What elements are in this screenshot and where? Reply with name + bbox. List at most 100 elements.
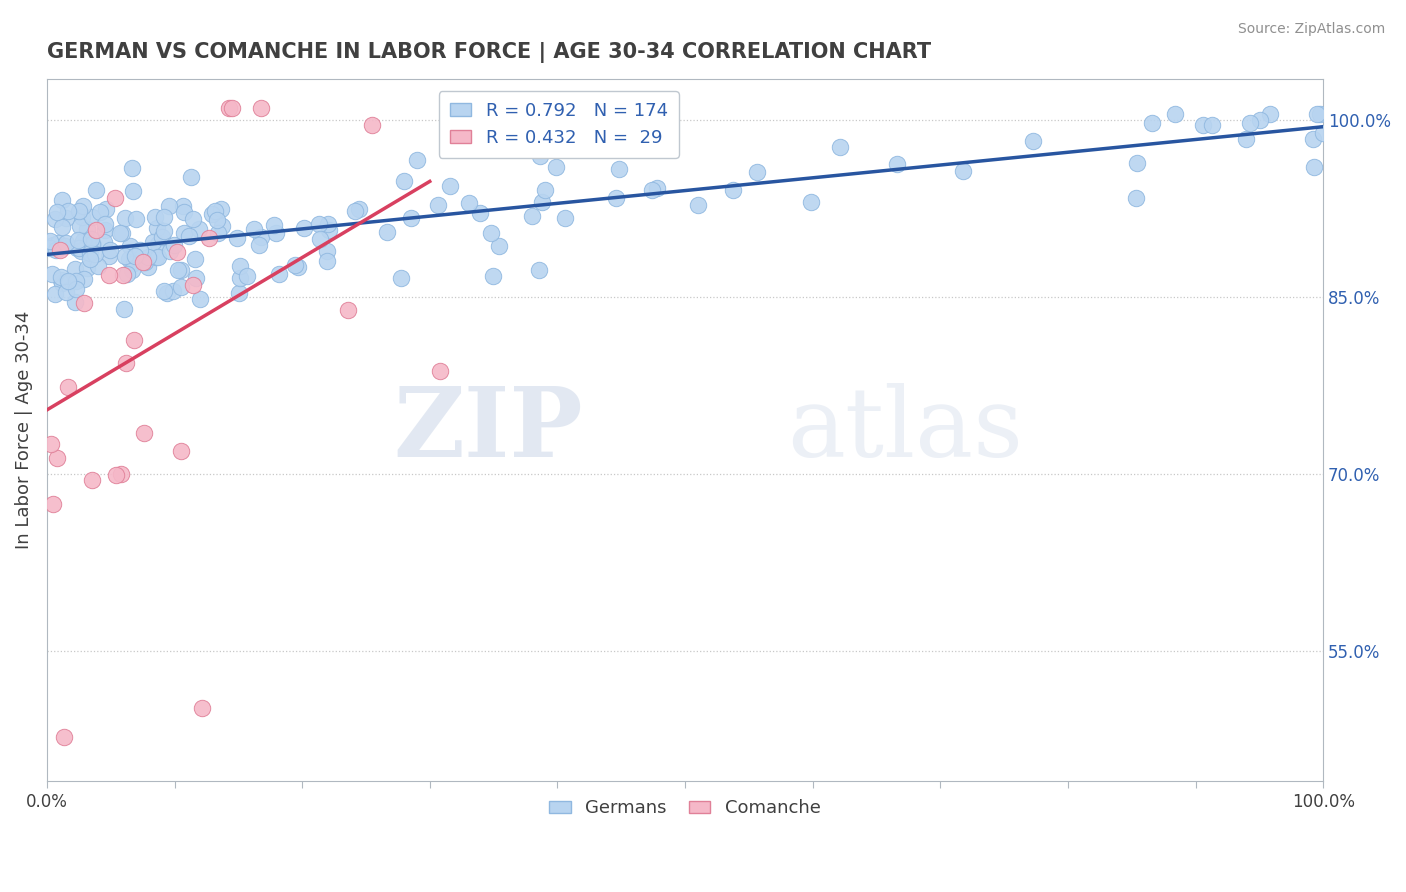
Point xyxy=(82,238,104,252)
Point xyxy=(124,249,146,263)
Point xyxy=(51,220,73,235)
Point xyxy=(146,221,169,235)
Point xyxy=(1302,132,1324,146)
Point xyxy=(72,199,94,213)
Point xyxy=(1142,116,1164,130)
Point xyxy=(640,183,662,197)
Point xyxy=(69,203,91,218)
Point xyxy=(191,701,214,715)
Point xyxy=(284,258,307,272)
Point xyxy=(263,218,285,232)
Point xyxy=(76,222,98,236)
Point xyxy=(1249,113,1271,128)
Point xyxy=(162,285,184,299)
Point xyxy=(721,183,744,197)
Point xyxy=(181,212,204,227)
Text: GERMAN VS COMANCHE IN LABOR FORCE | AGE 30-34 CORRELATION CHART: GERMAN VS COMANCHE IN LABOR FORCE | AGE … xyxy=(46,42,931,62)
Point xyxy=(118,252,141,267)
Point xyxy=(309,232,332,246)
Point xyxy=(167,263,190,277)
Point xyxy=(122,185,145,199)
Point xyxy=(316,253,339,268)
Point xyxy=(114,249,136,263)
Point xyxy=(479,226,502,240)
Point xyxy=(1201,119,1223,133)
Point xyxy=(134,425,156,440)
Point xyxy=(73,272,96,286)
Point xyxy=(170,444,193,458)
Point xyxy=(184,270,207,285)
Point xyxy=(184,252,207,266)
Point xyxy=(952,163,974,178)
Point xyxy=(527,262,550,277)
Point xyxy=(177,229,200,244)
Point xyxy=(153,224,176,238)
Point xyxy=(269,267,291,281)
Point xyxy=(41,267,63,281)
Point xyxy=(51,277,73,291)
Point xyxy=(406,153,429,167)
Point xyxy=(546,160,568,174)
Point xyxy=(344,204,367,219)
Point xyxy=(121,161,143,175)
Point xyxy=(188,292,211,306)
Point xyxy=(187,222,209,236)
Point xyxy=(1258,107,1281,121)
Point xyxy=(482,268,505,283)
Point xyxy=(128,243,150,257)
Point xyxy=(93,235,115,249)
Point xyxy=(153,210,176,224)
Text: atlas: atlas xyxy=(787,383,1024,477)
Point xyxy=(318,223,340,237)
Point xyxy=(118,239,141,253)
Point xyxy=(45,205,67,219)
Point xyxy=(125,212,148,227)
Point xyxy=(67,241,90,255)
Point xyxy=(605,191,627,205)
Point xyxy=(104,191,127,205)
Point xyxy=(157,199,180,213)
Point xyxy=(198,231,221,245)
Point xyxy=(63,295,86,310)
Point xyxy=(65,282,87,296)
Legend: Germans, Comanche: Germans, Comanche xyxy=(543,792,828,824)
Point xyxy=(132,254,155,268)
Point xyxy=(156,286,179,301)
Point xyxy=(170,263,193,277)
Point xyxy=(316,244,339,259)
Point xyxy=(84,223,107,237)
Point xyxy=(180,169,202,184)
Point xyxy=(172,199,194,213)
Point xyxy=(80,236,103,251)
Point xyxy=(498,128,520,143)
Point xyxy=(93,223,115,237)
Point xyxy=(337,303,360,318)
Point xyxy=(51,272,73,286)
Point xyxy=(228,285,250,300)
Point xyxy=(56,203,79,218)
Point xyxy=(46,236,69,251)
Point xyxy=(39,437,62,451)
Point xyxy=(645,180,668,194)
Point xyxy=(122,333,145,347)
Point xyxy=(1234,132,1257,146)
Point xyxy=(1306,107,1329,121)
Point xyxy=(145,250,167,264)
Point xyxy=(39,234,62,248)
Point xyxy=(250,230,273,244)
Point xyxy=(105,467,128,482)
Point xyxy=(70,244,93,258)
Point xyxy=(249,101,271,115)
Point xyxy=(221,101,243,115)
Point xyxy=(122,256,145,270)
Point xyxy=(121,263,143,277)
Point xyxy=(520,209,543,223)
Point xyxy=(80,232,103,246)
Point xyxy=(308,217,330,231)
Point xyxy=(112,301,135,316)
Point xyxy=(745,164,768,178)
Text: Source: ZipAtlas.com: Source: ZipAtlas.com xyxy=(1237,22,1385,37)
Point xyxy=(42,237,65,252)
Point xyxy=(488,239,510,253)
Point xyxy=(533,183,555,197)
